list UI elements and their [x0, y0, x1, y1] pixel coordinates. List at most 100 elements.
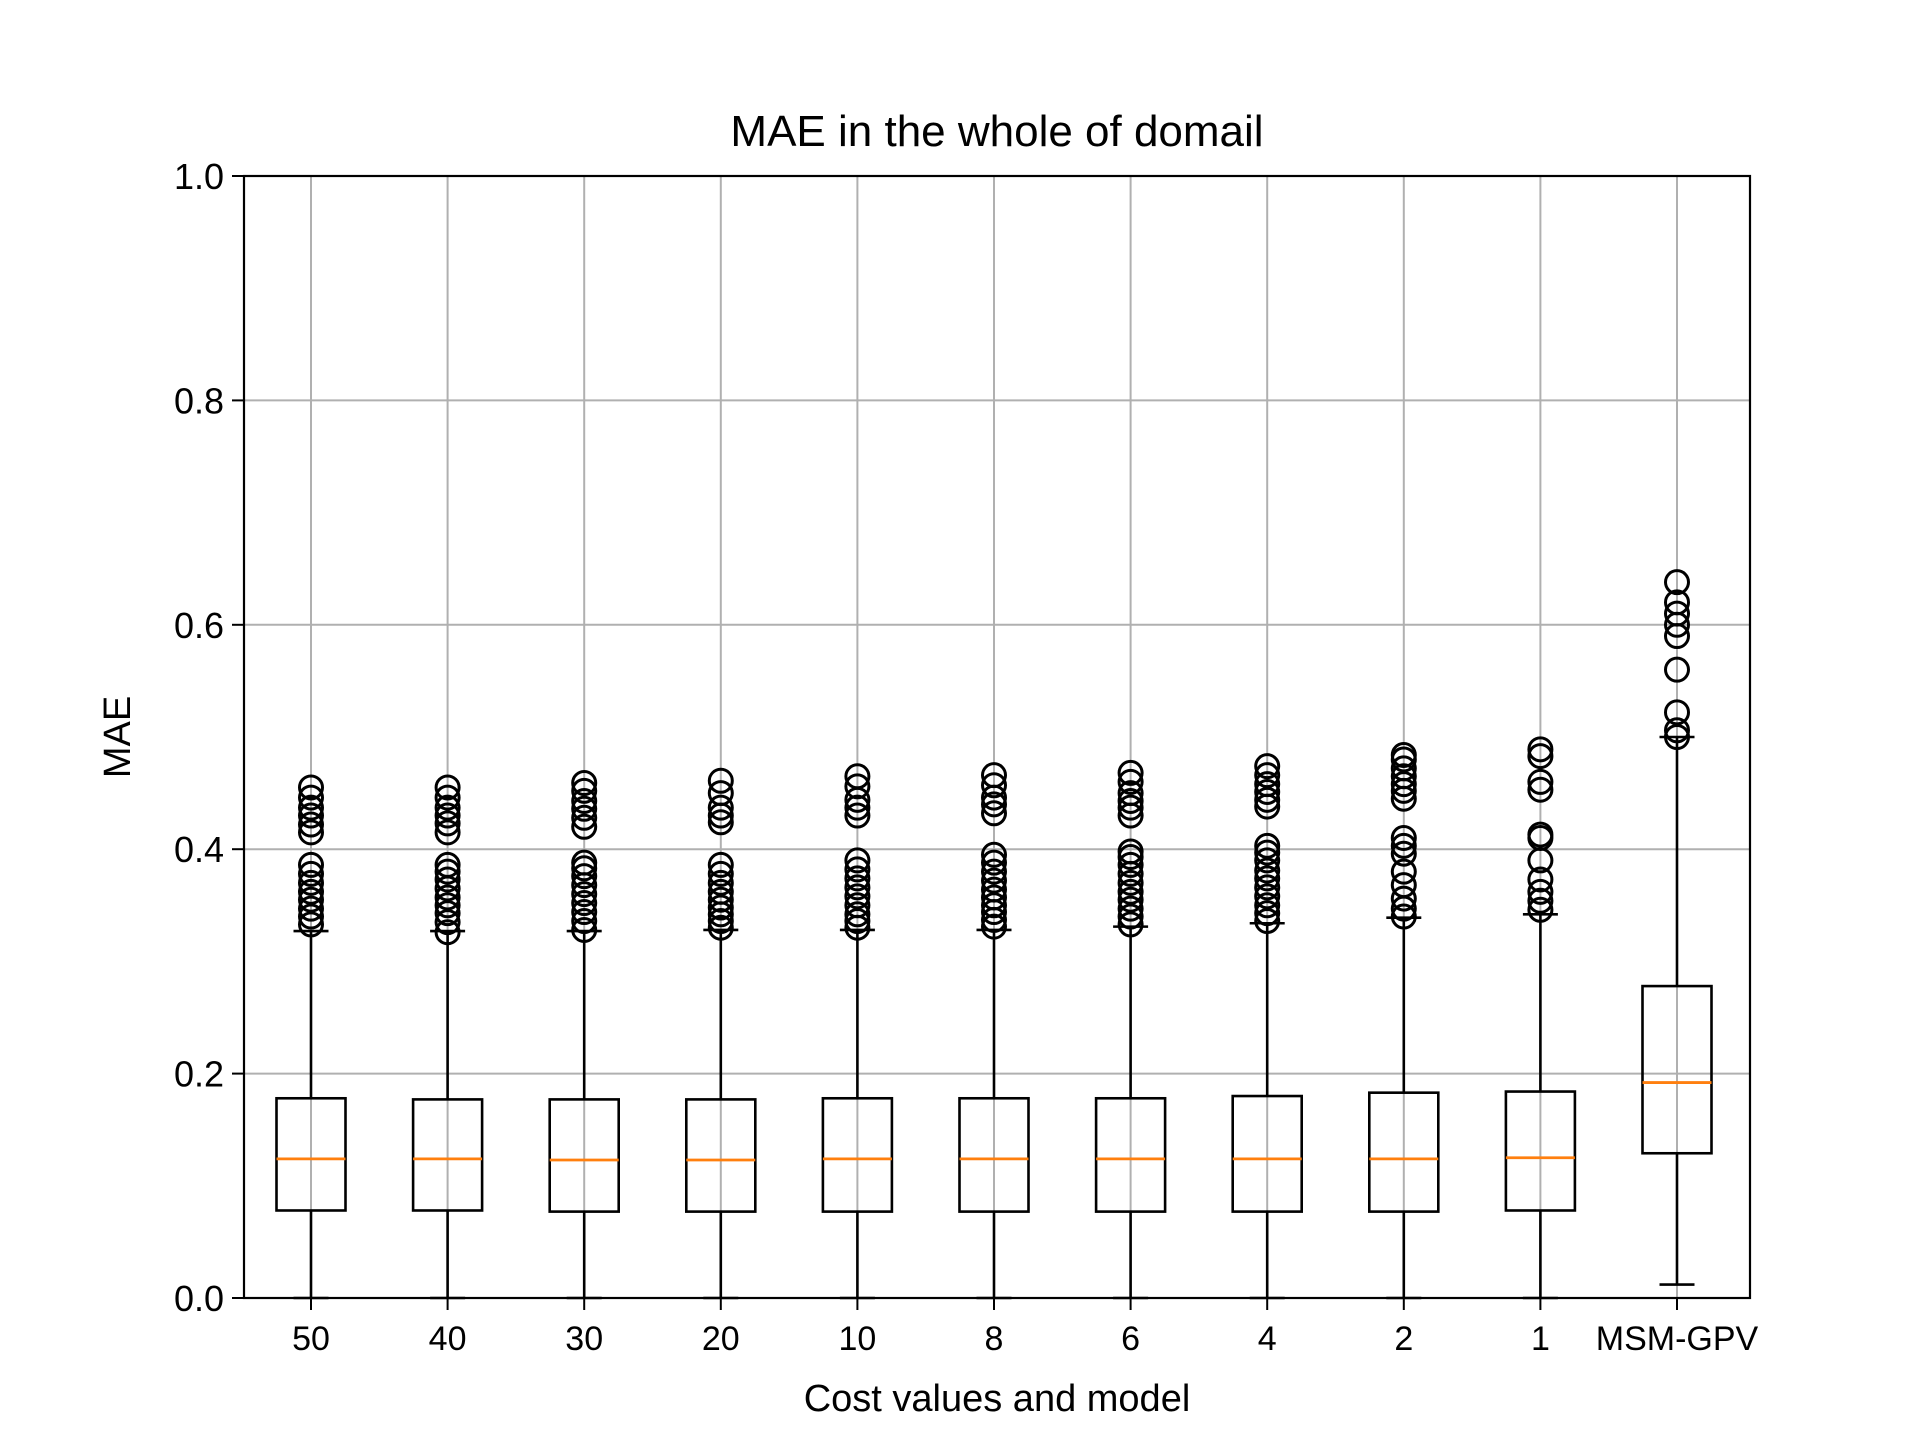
outlier-point: [1390, 858, 1417, 885]
box-iqr: [411, 1098, 484, 1212]
outlier-point: [844, 883, 871, 910]
outlier-point: [434, 892, 461, 919]
outlier-point: [1390, 832, 1417, 859]
box-iqr: [548, 1098, 621, 1213]
outlier-point: [298, 774, 324, 801]
outlier-point: [1390, 840, 1417, 867]
x-tick-label: 1: [1531, 1320, 1550, 1358]
outlier-point: [1117, 886, 1144, 913]
outlier-point: [434, 866, 461, 893]
box-iqr: [1094, 1096, 1167, 1213]
box-group-8: [958, 762, 1030, 1300]
outlier-point: [571, 777, 598, 804]
box-group-MSM-GPV: [1641, 569, 1713, 1286]
outlier-point: [1254, 900, 1281, 927]
chart-title: MAE in the whole of domail: [730, 107, 1263, 156]
outlier-point: [1254, 786, 1281, 813]
box-iqr: [1504, 1090, 1577, 1212]
outlier-point: [844, 901, 871, 928]
outlier-point: [1254, 874, 1281, 901]
x-tick-label: 50: [292, 1320, 330, 1358]
outlier-point: [1117, 838, 1144, 865]
outlier-point: [1527, 896, 1554, 923]
outlier-point: [707, 809, 734, 836]
outlier-point: [571, 804, 598, 831]
x-tick-label: MSM-GPV: [1596, 1320, 1759, 1358]
outlier-point: [1390, 755, 1417, 782]
x-tick-label: 8: [985, 1320, 1004, 1358]
outlier-point: [298, 895, 324, 922]
outlier-point: [981, 762, 1007, 789]
outlier-point: [844, 802, 871, 829]
outlier-point: [707, 794, 734, 821]
outlier-point: [1117, 794, 1144, 821]
outlier-point: [1390, 872, 1417, 899]
box-iqr: [1368, 1091, 1440, 1213]
outlier-point: [1527, 878, 1554, 905]
outlier-point: [981, 913, 1007, 940]
outlier-point: [1664, 656, 1690, 683]
outlier-point: [981, 772, 1007, 799]
outlier-point: [844, 773, 871, 800]
outlier-point: [1254, 847, 1281, 874]
outlier-point: [434, 794, 461, 821]
outlier-point: [981, 791, 1007, 818]
outlier-point: [434, 858, 461, 885]
outlier-point: [1254, 778, 1281, 805]
y-tick-label: 0.8: [174, 380, 224, 421]
outlier-point: [1117, 768, 1144, 795]
box-group-6: [1094, 759, 1167, 1300]
outlier-point: [1254, 883, 1281, 910]
outlier-point: [571, 899, 598, 926]
box-iqr: [1641, 984, 1713, 1155]
outlier-point: [298, 819, 324, 846]
outlier-point: [1664, 600, 1690, 627]
outlier-point: [1254, 839, 1281, 866]
outlier-point: [571, 849, 598, 876]
outlier-point: [844, 794, 871, 821]
outlier-point: [298, 878, 324, 905]
outlier-point: [844, 874, 871, 901]
y-tick-label: 0.6: [174, 605, 224, 646]
outlier-point: [298, 794, 324, 821]
outlier-point: [707, 869, 734, 896]
outlier-point: [1117, 787, 1144, 814]
outlier-point: [571, 881, 598, 908]
x-tick-label: 4: [1258, 1320, 1277, 1358]
y-tick-label: 1.0: [174, 156, 224, 197]
outlier-point: [571, 916, 598, 943]
outlier-point: [981, 849, 1007, 876]
outlier-point: [707, 780, 734, 807]
y-tick-label: 0.2: [174, 1054, 224, 1095]
outlier-point: [1117, 759, 1144, 786]
outlier-point: [1390, 763, 1417, 790]
outlier-point: [1254, 865, 1281, 892]
outlier-point: [1527, 743, 1554, 770]
outlier-point: [707, 851, 734, 878]
outlier-point: [1664, 699, 1690, 726]
outlier-point: [844, 856, 871, 883]
outlier-point: [707, 894, 734, 921]
box-iqr: [684, 1098, 757, 1213]
outlier-point: [1254, 753, 1281, 780]
outlier-point: [1117, 869, 1144, 896]
outlier-point: [1664, 569, 1690, 596]
outlier-point: [298, 911, 324, 938]
outlier-point: [1117, 878, 1144, 905]
outlier-point: [434, 909, 461, 936]
outlier-point: [1254, 771, 1281, 798]
outlier-point: [707, 860, 734, 887]
outlier-point: [981, 867, 1007, 894]
outlier-point: [1254, 892, 1281, 919]
outlier-point: [1390, 771, 1417, 798]
outlier-point: [298, 869, 324, 896]
outlier-point: [298, 903, 324, 930]
outlier-point: [1117, 851, 1144, 878]
y-tick-label: 0.4: [174, 829, 224, 870]
outlier-point: [1254, 908, 1281, 935]
outlier-point: [1664, 717, 1690, 744]
outlier-point: [844, 847, 871, 874]
outlier-point: [844, 763, 871, 790]
outlier-point: [571, 770, 598, 797]
